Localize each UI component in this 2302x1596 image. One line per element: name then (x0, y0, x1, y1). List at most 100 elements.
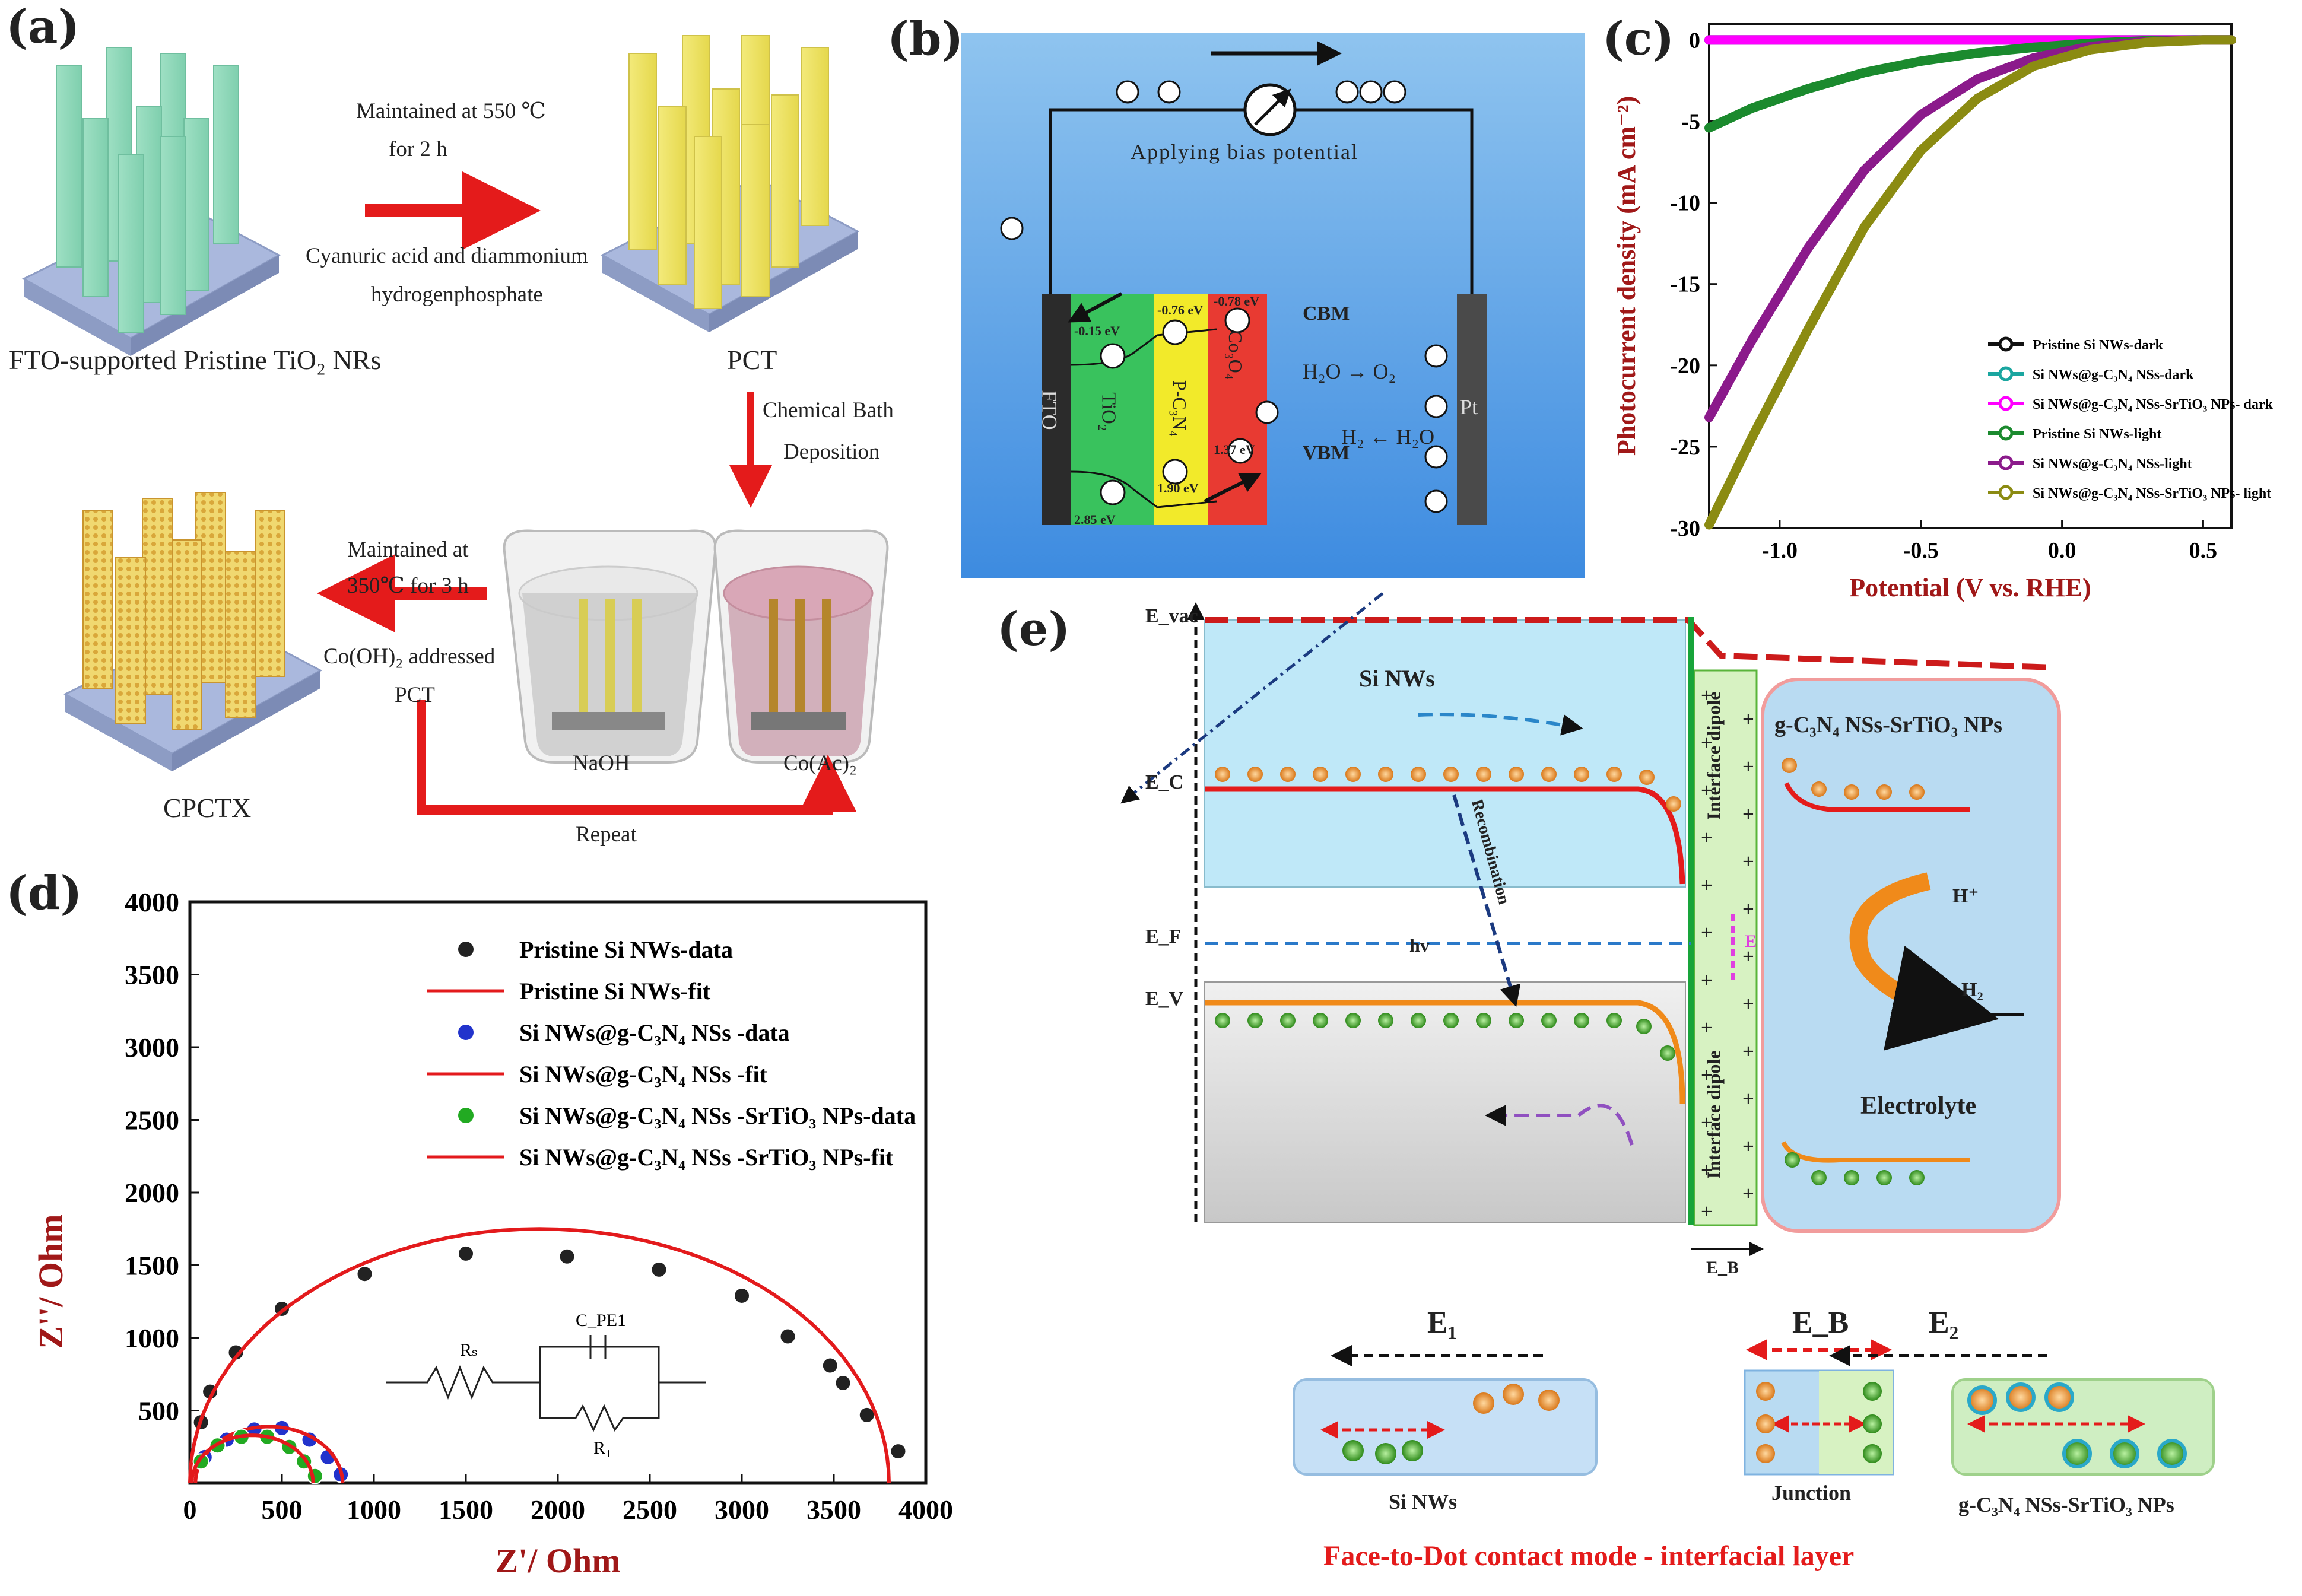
panel-label-c: (c) (1602, 12, 1675, 66)
co3o4-label: Co₃O₄ (1224, 330, 1246, 380)
bottom-e1-label: E₁ (1427, 1306, 1458, 1340)
panel-a-synthesis: Maintained at 550 ℃ for 2 h Cyanuric aci… (0, 0, 894, 860)
h2-label: H₂ (1961, 979, 1983, 1001)
vbm-label: VBM (1303, 442, 1350, 464)
conduction-band-si (1205, 786, 1685, 885)
x-tick-label: 1000 (347, 1495, 401, 1525)
ef-label: E_F (1145, 926, 1182, 948)
anneal-text-4: PCT (395, 683, 435, 707)
fit-curve (188, 1227, 891, 1484)
vacuum-level (1205, 617, 2054, 670)
bias-label: Applying bias potential (1131, 140, 1358, 164)
panel-e-band-diagram: + + + + + + + + + + + + + + + + + + + + + + + E_vac E_C E_… (1120, 592, 2297, 1590)
svg-text:+: + (1742, 900, 1755, 918)
y-tick-label: 3500 (125, 960, 179, 990)
data-point (834, 1374, 852, 1391)
pct-nanorods (628, 35, 829, 309)
valence-band-si (1205, 1000, 1685, 1104)
y-tick-label: -5 (1681, 110, 1700, 135)
svg-text:+: + (1700, 876, 1713, 894)
right-material-label: g-C₃N₄ NSs-SrTiO₃ NPs (1774, 713, 2002, 737)
svg-text:+: + (1742, 1042, 1755, 1060)
beaker-coac2 (713, 529, 889, 764)
svg-text:+: + (1742, 758, 1755, 775)
pt-electrode (1457, 294, 1487, 525)
beaker-naoh-label: NaOH (573, 751, 630, 775)
legend-marker (1998, 336, 2014, 352)
x-tick-label: 3000 (715, 1495, 769, 1525)
x-tick-label: 4000 (898, 1495, 953, 1525)
beaker-coac2-label: Co(Ac)₂ (783, 751, 857, 775)
svg-text:+: + (1700, 1203, 1713, 1220)
anneal-text-1: Maintained at (347, 538, 469, 562)
circuit-rs-label: Rₛ (460, 1340, 478, 1360)
energy-6: 2.85 eV (1074, 512, 1116, 527)
legend-label: Pristine Si NWs-dark (2033, 338, 2164, 353)
x-axis-label: Z'/ Ohm (495, 1541, 620, 1580)
x-tick-label: 0.5 (2189, 538, 2218, 563)
energy-4: 1.37 eV (1214, 442, 1255, 457)
x-tick-label: 2000 (531, 1495, 585, 1525)
cbd-text-2: Deposition (783, 440, 880, 464)
x-tick-label: 500 (262, 1495, 303, 1525)
panel-d-chart: 0 500 1000 1500 2000 2500 3000 3500 4000 500 1000 1… (0, 872, 961, 1590)
data-point (821, 1357, 839, 1374)
step1-text-2: for 2 h (389, 137, 447, 161)
anneal-text-2: 350℃ for 3 h (347, 574, 469, 598)
x-tick-label: 0 (183, 1495, 197, 1525)
pcn-label: P-C₃N₄ (1169, 380, 1191, 437)
fto-label: FTO (1037, 390, 1062, 430)
y-tick-label: 4000 (125, 887, 179, 917)
electrons-top (1215, 758, 1925, 812)
beaker-naoh (503, 529, 717, 764)
tio2-nanorods (56, 47, 239, 333)
circuit-cpe-label: C_PE1 (576, 1311, 626, 1330)
svg-text:+: + (1700, 1161, 1713, 1179)
nyquist-chart: 0 500 1000 1500 2000 2500 3000 3500 4000 500 1000 1… (31, 887, 953, 1580)
svg-text:+: + (1700, 734, 1713, 752)
data-point (458, 1245, 474, 1262)
y-tick-label: 2500 (125, 1105, 179, 1136)
data-point (356, 1266, 373, 1283)
repeat-loop (417, 700, 856, 815)
data-point (779, 1328, 796, 1345)
valence-band-right (1781, 1141, 1970, 1163)
legend-label: Si NWs@g-C₃N₄ NSs -SrTiO₃ NPs-fit (519, 1144, 894, 1171)
svg-text:+: + (1700, 1019, 1713, 1037)
ec-label: E_C (1145, 771, 1184, 793)
legend-label: Si NWs@g-C₃N₄ NSs -SrTiO₃ NPs-data (519, 1102, 916, 1129)
cpctx-nanorods (82, 492, 285, 730)
y-tick-label: -20 (1670, 354, 1700, 379)
svg-text:+: + (1700, 829, 1713, 847)
hv-label: hv (1409, 934, 1430, 956)
y-tick-label: 2000 (125, 1178, 179, 1208)
energy-1: -0.15 eV (1074, 323, 1120, 338)
legend-label: Si NWs@g-C₃N₄ NSs -fit (519, 1061, 768, 1088)
y-tick-label: 500 (138, 1396, 179, 1426)
panel-label-e: (e) (997, 602, 1071, 656)
interface-dipole-top: Interface dipole (1703, 691, 1725, 820)
energy-5: 1.90 eV (1157, 481, 1199, 495)
equivalent-circuit (386, 1346, 706, 1432)
legend-marker (458, 1025, 474, 1040)
legend-marker (1998, 425, 2014, 441)
bottom-right-label: g-C₃N₄ NSs-SrTiO₃ NPs (1958, 1493, 2174, 1516)
y-tick-label: -30 (1670, 516, 1700, 541)
bottom-junction-label: Junction (1771, 1481, 1852, 1505)
panel-label-b: (b) (887, 12, 964, 66)
dipole-field-label: E (1745, 931, 1757, 951)
panel-e-drawing: + + + + + + + + + + + + + + + + + + + + + + + (1120, 592, 2215, 1476)
svg-text:+: + (1700, 1066, 1713, 1084)
panel-a-drawing (21, 35, 889, 815)
svg-text:+: + (1700, 1114, 1713, 1131)
svg-text:+: + (1700, 781, 1713, 799)
series-line (1704, 35, 2236, 530)
legend-label: Pristine Si NWs-fit (519, 978, 711, 1004)
conduction-band-right (1784, 782, 1970, 812)
legend-marker (458, 942, 474, 957)
y-tick-label: -10 (1670, 191, 1700, 216)
eb-axis-label: E_B (1706, 1258, 1739, 1277)
step1-text-3: Cyanuric acid and diammonium (306, 244, 588, 268)
legend-marker (458, 1108, 474, 1123)
svg-text:+: + (1742, 853, 1755, 870)
